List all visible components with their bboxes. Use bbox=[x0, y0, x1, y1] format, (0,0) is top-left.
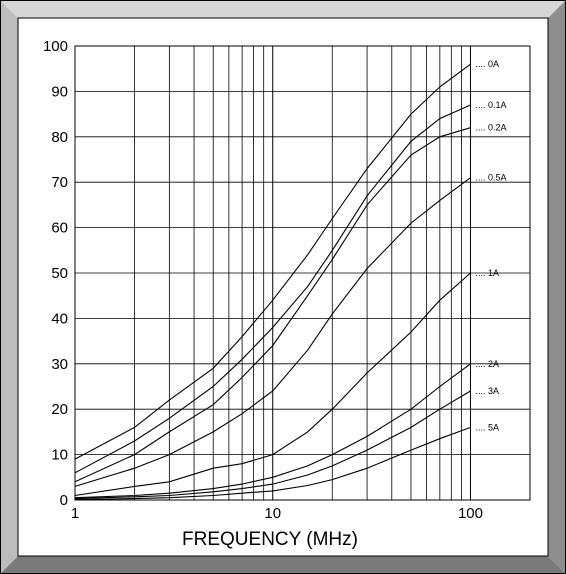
y-tick-label: 40 bbox=[51, 310, 68, 327]
frame-bevel-left bbox=[0, 0, 18, 574]
y-tick-label: 70 bbox=[51, 174, 68, 191]
series-line-2A bbox=[74, 363, 471, 499]
x-axis-label: FREQUENCY (MHz) bbox=[182, 529, 358, 550]
x-tick-label: 10 bbox=[264, 505, 281, 522]
y-tick-label: 90 bbox=[51, 83, 68, 100]
series-label: .... 0A bbox=[475, 59, 499, 69]
y-tick-label: 50 bbox=[51, 265, 68, 282]
y-tick-label: 10 bbox=[51, 447, 68, 464]
series-lines bbox=[74, 63, 471, 501]
frame-bevel-top bbox=[0, 0, 566, 18]
panel bbox=[17, 17, 549, 557]
x-tick-labels: 1 10 100 bbox=[71, 505, 483, 522]
y-tick-label: 0 bbox=[60, 492, 68, 509]
x-tick-label: 1 bbox=[71, 505, 79, 522]
series-label: .... 3A bbox=[475, 386, 499, 396]
frame-bevel-bottom bbox=[0, 556, 566, 574]
series-label: .... 0.2A bbox=[475, 123, 506, 133]
y-tick-label: 30 bbox=[51, 356, 68, 373]
series-line-0_2A bbox=[74, 127, 471, 483]
series-label: .... 0.5A bbox=[475, 173, 506, 183]
y-tick-label: 80 bbox=[51, 129, 68, 146]
series-line-0A bbox=[74, 63, 471, 460]
series-label: .... 0.1A bbox=[475, 100, 506, 110]
y-tick-label: 100 bbox=[43, 38, 68, 55]
series-line-0_1A bbox=[74, 104, 471, 474]
y-tick-label: 60 bbox=[51, 220, 68, 237]
series-line-0_5A bbox=[74, 177, 471, 487]
series-label: .... 2A bbox=[475, 359, 499, 369]
x-tick-label: 100 bbox=[458, 505, 483, 522]
series-labels: .... 0A .... 0.1A .... 0.2A .... 0.5A .... 1… bbox=[475, 59, 506, 432]
series-label: .... 1A bbox=[475, 268, 499, 278]
grid bbox=[74, 45, 531, 501]
series-label: .... 5A bbox=[475, 422, 499, 432]
series-line-5A bbox=[74, 426, 471, 501]
series-line-3A bbox=[74, 390, 471, 500]
y-tick-label: 20 bbox=[51, 401, 68, 418]
series-line-1A bbox=[74, 272, 471, 497]
y-tick-labels: 0 10 20 30 40 50 60 70 80 90 100 bbox=[43, 38, 68, 509]
frame-bevel-right bbox=[548, 0, 566, 574]
